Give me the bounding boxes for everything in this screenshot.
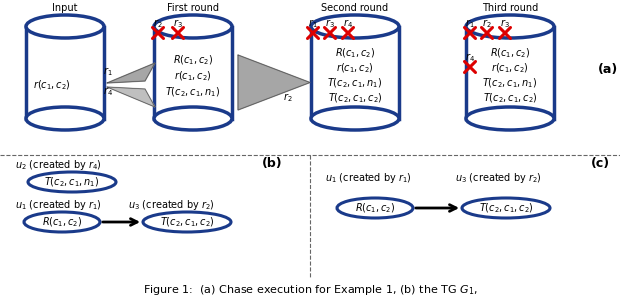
Text: $u_1$ (created by $r_1$): $u_1$ (created by $r_1$) [325, 171, 412, 185]
Text: $R(c_1,c_2)$: $R(c_1,c_2)$ [490, 46, 530, 60]
Text: $R(c_1,c_2)$: $R(c_1,c_2)$ [335, 46, 375, 60]
Text: $r_4$: $r_4$ [103, 86, 113, 99]
Text: $r_1$: $r_1$ [103, 65, 113, 78]
Ellipse shape [26, 15, 104, 38]
Text: $r(c_1,c_2)$: $r(c_1,c_2)$ [174, 69, 212, 83]
Ellipse shape [311, 107, 399, 130]
Text: $r_3$: $r_3$ [500, 18, 510, 30]
Ellipse shape [466, 15, 554, 38]
Text: $T(c_2,c_1,n_1)$: $T(c_2,c_1,n_1)$ [482, 76, 538, 90]
Text: $r(c_1,c_2)$: $r(c_1,c_2)$ [336, 61, 374, 75]
Text: Third round: Third round [482, 3, 538, 13]
Text: $r_1$: $r_1$ [308, 18, 318, 30]
Text: $R(c_1,c_2)$: $R(c_1,c_2)$ [355, 201, 396, 215]
Text: (b): (b) [262, 156, 282, 170]
Text: $r(c_1,c_2)$: $r(c_1,c_2)$ [491, 61, 529, 75]
Polygon shape [26, 27, 104, 118]
Polygon shape [466, 27, 554, 118]
Text: $R(c_1,c_2)$: $R(c_1,c_2)$ [173, 53, 213, 67]
Text: Input: Input [52, 3, 78, 13]
Text: $u_2$ (created by $r_4$): $u_2$ (created by $r_4$) [15, 158, 102, 172]
Text: Figure 1:  (a) Chase execution for Example 1, (b) the TG $G_1$,: Figure 1: (a) Chase execution for Exampl… [143, 283, 477, 297]
Text: $T(c_2,c_1,n_1)$: $T(c_2,c_1,n_1)$ [327, 76, 383, 90]
Text: $r_4$: $r_4$ [343, 18, 353, 30]
Text: $u_3$ (created by $r_2$): $u_3$ (created by $r_2$) [128, 198, 215, 212]
Text: $T(c_2,c_1,n_1)$: $T(c_2,c_1,n_1)$ [166, 85, 221, 99]
Polygon shape [238, 55, 310, 110]
Text: Second round: Second round [321, 3, 389, 13]
Text: $R(c_1,c_2)$: $R(c_1,c_2)$ [42, 215, 82, 229]
Text: (c): (c) [590, 156, 609, 170]
Polygon shape [107, 63, 155, 83]
Ellipse shape [154, 15, 232, 38]
Text: $T(c_2,c_1,n_1)$: $T(c_2,c_1,n_1)$ [44, 175, 100, 189]
Text: (a): (a) [598, 64, 618, 76]
Text: $T(c_2,c_1,c_2)$: $T(c_2,c_1,c_2)$ [160, 215, 215, 229]
Ellipse shape [26, 107, 104, 130]
Text: First round: First round [167, 3, 219, 13]
Text: $u_1$ (created by $r_1$): $u_1$ (created by $r_1$) [15, 198, 102, 212]
Ellipse shape [311, 15, 399, 38]
Text: $r_3$: $r_3$ [325, 18, 335, 30]
Text: $r_2$: $r_2$ [153, 18, 163, 30]
Ellipse shape [466, 107, 554, 130]
Text: $r_4$: $r_4$ [465, 52, 475, 64]
Text: $u_3$ (created by $r_2$): $u_3$ (created by $r_2$) [455, 171, 542, 185]
Text: $T(c_2,c_1,c_2)$: $T(c_2,c_1,c_2)$ [479, 201, 533, 215]
Ellipse shape [154, 107, 232, 130]
Polygon shape [311, 27, 399, 118]
Text: $r(c_1,c_2)$: $r(c_1,c_2)$ [33, 78, 71, 92]
Polygon shape [154, 27, 232, 118]
Text: $r_2$: $r_2$ [283, 91, 293, 104]
Text: $T(c_2,c_1,c_2)$: $T(c_2,c_1,c_2)$ [327, 91, 383, 105]
Polygon shape [107, 87, 155, 107]
Text: $T(c_2,c_1,c_2)$: $T(c_2,c_1,c_2)$ [482, 91, 538, 105]
Text: $r_3$: $r_3$ [173, 18, 183, 30]
Text: $r_2$: $r_2$ [482, 18, 492, 30]
Text: $r_1$: $r_1$ [465, 18, 475, 30]
